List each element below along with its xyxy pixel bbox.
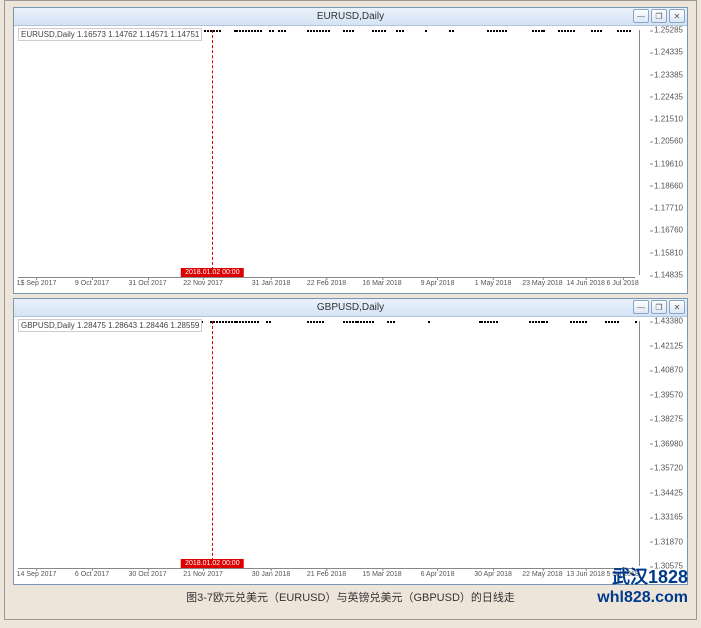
date-marker: 2018.01.02 00:00 xyxy=(181,268,244,277)
vertical-marker-line xyxy=(212,30,213,275)
chart-info: GBPUSD,Daily 1.28475 1.28643 1.28446 1.2… xyxy=(18,319,202,332)
titlebar: GBPUSD,Daily —❐✕ xyxy=(14,299,687,317)
x-label: 22 May 2018 xyxy=(522,571,562,578)
x-label: 22 Feb 2018 xyxy=(307,280,346,287)
x-label: 6 Apr 2018 xyxy=(421,571,455,578)
watermark: 武汉1828 whl828.com xyxy=(597,563,688,607)
chart-body: EURUSD,Daily 1.16573 1.14762 1.14571 1.1… xyxy=(14,26,687,293)
chart-window-0: EURUSD,Daily —❐✕ EURUSD,Daily 1.16573 1.14… xyxy=(13,7,688,294)
candle-area[interactable]: 2018.01.02 00:00 xyxy=(18,321,635,566)
x-label: 15 Mar 2018 xyxy=(362,571,401,578)
figure-caption: 图3-7欧元兑美元（EURUSD）与英镑兑美元（GBPUSD）的日线走 xyxy=(13,589,688,605)
x-label: 21 Nov 2017 xyxy=(183,571,223,578)
y-label: 1.22435 xyxy=(654,92,683,101)
x-label: 21 Feb 2018 xyxy=(307,571,346,578)
close-button[interactable]: ✕ xyxy=(669,300,685,314)
x-label: 23 May 2018 xyxy=(522,280,562,287)
restore-button[interactable]: ❐ xyxy=(651,300,667,314)
x-label: 22 Nov 2017 xyxy=(183,280,223,287)
x-label: 9 Apr 2018 xyxy=(421,280,455,287)
window-title: EURUSD,Daily xyxy=(317,11,384,22)
y-label: 1.43380 xyxy=(654,317,683,326)
x-label: 1 May 2018 xyxy=(475,280,512,287)
y-label: 1.23385 xyxy=(654,70,683,79)
y-label: 1.20560 xyxy=(654,137,683,146)
x-label: 30 Oct 2017 xyxy=(128,571,166,578)
x-label: 31 Oct 2017 xyxy=(128,280,166,287)
x-label: 30 Jan 2018 xyxy=(252,571,291,578)
x-label: 9 Oct 2017 xyxy=(75,280,109,287)
y-label: 1.25285 xyxy=(654,26,683,35)
minimize-button[interactable]: — xyxy=(633,300,649,314)
chart-info: EURUSD,Daily 1.16573 1.14762 1.14571 1.1… xyxy=(18,28,202,41)
x-axis: 14 Sep 2017 6 Oct 2017 30 Oct 2017 21 Nov 2… xyxy=(18,568,635,584)
x-axis: 1$ Sep 2017 9 Oct 2017 31 Oct 2017 22 Nov 2… xyxy=(18,277,635,293)
candle-area[interactable]: 2018.01.02 00:00 xyxy=(18,30,635,275)
y-label: 1.19610 xyxy=(654,159,683,168)
x-label: 14 Jun 2018 xyxy=(566,280,605,287)
chart-body: GBPUSD,Daily 1.28475 1.28643 1.28446 1.2… xyxy=(14,317,687,584)
titlebar: EURUSD,Daily —❐✕ xyxy=(14,8,687,26)
y-label: 1.16760 xyxy=(654,226,683,235)
x-label: 16 Mar 2018 xyxy=(362,280,401,287)
x-label: 6 Oct 2017 xyxy=(75,571,109,578)
y-label: 1.36980 xyxy=(654,439,683,448)
y-label: 1.31870 xyxy=(654,537,683,546)
vertical-marker-line xyxy=(212,321,213,566)
y-label: 1.24335 xyxy=(654,48,683,57)
y-label: 1.21510 xyxy=(654,115,683,124)
date-marker: 2018.01.02 00:00 xyxy=(181,559,244,568)
page-container: EURUSD,Daily—❐✕EURUSD,Daily 1.16573 1.14… xyxy=(4,0,697,620)
x-label: 6 Jul 2018 xyxy=(607,280,639,287)
y-label: 1.17710 xyxy=(654,204,683,213)
y-label: 1.39570 xyxy=(654,390,683,399)
close-button[interactable]: ✕ xyxy=(669,9,685,23)
y-label: 1.18660 xyxy=(654,181,683,190)
x-label: 31 Jan 2018 xyxy=(252,280,291,287)
y-axis: 1.433801.421251.408701.395701.382751.369… xyxy=(639,321,687,566)
y-label: 1.35720 xyxy=(654,464,683,473)
y-label: 1.42125 xyxy=(654,341,683,350)
y-label: 1.15810 xyxy=(654,248,683,257)
minimize-button[interactable]: — xyxy=(633,9,649,23)
chart-window-1: GBPUSD,Daily —❐✕ GBPUSD,Daily 1.28475 1.28… xyxy=(13,298,688,585)
restore-button[interactable]: ❐ xyxy=(651,9,667,23)
x-label: 30 Apr 2018 xyxy=(474,571,512,578)
y-label: 1.34425 xyxy=(654,488,683,497)
x-label: 14 Sep 2017 xyxy=(17,571,57,578)
watermark-line1: 武汉1828 xyxy=(597,563,688,589)
y-label: 1.14835 xyxy=(654,271,683,280)
x-label: 1$ Sep 2017 xyxy=(17,280,57,287)
y-label: 1.40870 xyxy=(654,366,683,375)
y-label: 1.38275 xyxy=(654,415,683,424)
watermark-line2: whl828.com xyxy=(597,589,688,607)
y-label: 1.33165 xyxy=(654,513,683,522)
window-title: GBPUSD,Daily xyxy=(317,302,384,313)
y-axis: 1.252851.243351.233851.224351.215101.205… xyxy=(639,30,687,275)
